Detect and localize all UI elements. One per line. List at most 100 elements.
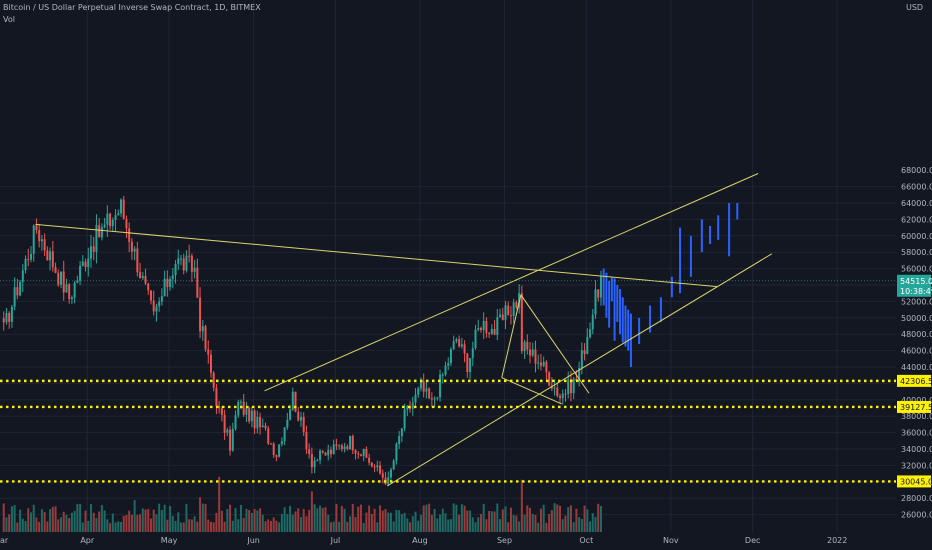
projection-bar — [659, 297, 662, 322]
volume-bar — [381, 510, 384, 532]
candle — [455, 337, 458, 344]
volume-bar — [5, 517, 8, 532]
candle — [70, 295, 73, 305]
volume-bar — [556, 504, 559, 532]
candle — [259, 412, 262, 435]
candle — [599, 270, 602, 306]
candle — [169, 276, 172, 291]
candle — [130, 238, 133, 260]
candle — [5, 307, 8, 325]
chart-grid — [0, 0, 896, 532]
candle — [507, 301, 510, 316]
candle — [199, 287, 202, 339]
volume-bar — [199, 497, 202, 532]
candle — [329, 446, 332, 459]
time-tick-label: 2022 — [827, 536, 847, 545]
candle — [444, 361, 447, 377]
candle — [321, 450, 324, 454]
candle — [248, 406, 251, 424]
time-axis[interactable]: ar Apr May Jun Jul Aug Sep Oct Nov Dec 2022 — [0, 532, 932, 550]
candle — [384, 472, 387, 486]
volume-bar — [65, 514, 68, 532]
volume-bar — [62, 511, 65, 532]
volume-bar — [130, 514, 133, 532]
volume-bar — [433, 508, 436, 532]
volume-bar — [597, 503, 600, 532]
volume-bar — [452, 503, 455, 532]
volume-bar — [144, 509, 147, 532]
volume-bar — [460, 504, 463, 532]
price-axis[interactable]: 26000.028000.030000.032000.034000.036000… — [896, 0, 932, 550]
candle — [376, 460, 379, 472]
candle — [79, 260, 82, 286]
candle — [237, 399, 240, 418]
candle — [231, 422, 234, 452]
candle — [583, 343, 586, 361]
candle — [299, 411, 302, 427]
projection-bar — [679, 227, 682, 294]
candle — [534, 340, 537, 373]
candle — [111, 217, 114, 232]
candle — [209, 349, 212, 378]
trendline-descending-resistance — [35, 223, 718, 288]
volume-bar — [163, 504, 166, 532]
candle — [190, 253, 193, 283]
candle — [578, 361, 581, 387]
candle — [537, 354, 540, 370]
candle — [40, 235, 43, 251]
time-tick-label: Jun — [246, 536, 260, 545]
candle — [201, 320, 204, 341]
volume-bar — [204, 504, 207, 532]
candle — [365, 446, 368, 459]
volume-bar — [485, 519, 488, 532]
candle — [550, 377, 553, 392]
volume-bar — [177, 512, 180, 532]
volume-bar — [449, 519, 452, 532]
volume-bar — [76, 504, 79, 532]
volume-bar — [234, 508, 237, 532]
time-tick-label: May — [161, 536, 178, 545]
candle — [278, 444, 281, 458]
candle — [564, 389, 567, 402]
support-levels[interactable] — [0, 379, 896, 483]
volume-bar — [84, 510, 87, 532]
support-price-label: 42306.5 — [900, 377, 932, 386]
volume-bar — [109, 523, 112, 532]
volume-bar — [398, 510, 401, 532]
candle — [580, 342, 583, 375]
volume-bar — [117, 521, 120, 532]
volume-indicator-label[interactable]: Vol — [3, 15, 15, 24]
volume-bar — [518, 521, 521, 532]
candle — [27, 248, 30, 267]
candle — [354, 449, 357, 460]
volume-bar — [239, 505, 242, 532]
trendlines[interactable] — [0, 173, 896, 487]
price-tick-label: 58000.0 — [901, 248, 932, 257]
volume-bar — [10, 506, 13, 532]
candle — [51, 240, 54, 272]
candle — [242, 393, 245, 417]
volume-bar — [275, 520, 278, 532]
volume-bar — [218, 476, 221, 532]
volume-bar — [316, 508, 319, 532]
candle — [103, 217, 106, 229]
volume-bar — [406, 518, 409, 532]
volume-bar — [561, 519, 564, 532]
candle — [8, 311, 11, 329]
volume-bar — [534, 514, 537, 532]
volume-bar — [299, 517, 302, 532]
candle — [141, 271, 144, 281]
volume-bar — [479, 513, 482, 532]
volume-bar — [564, 515, 567, 532]
volume-bar — [269, 520, 272, 532]
volume-bar — [359, 504, 362, 532]
volume-bar — [141, 508, 144, 532]
candle — [515, 300, 518, 310]
candle — [529, 342, 532, 364]
candle — [512, 298, 515, 324]
volume-bar — [430, 514, 433, 532]
candle — [403, 403, 406, 432]
volume-bar — [215, 512, 218, 532]
volume-bar — [283, 507, 286, 532]
